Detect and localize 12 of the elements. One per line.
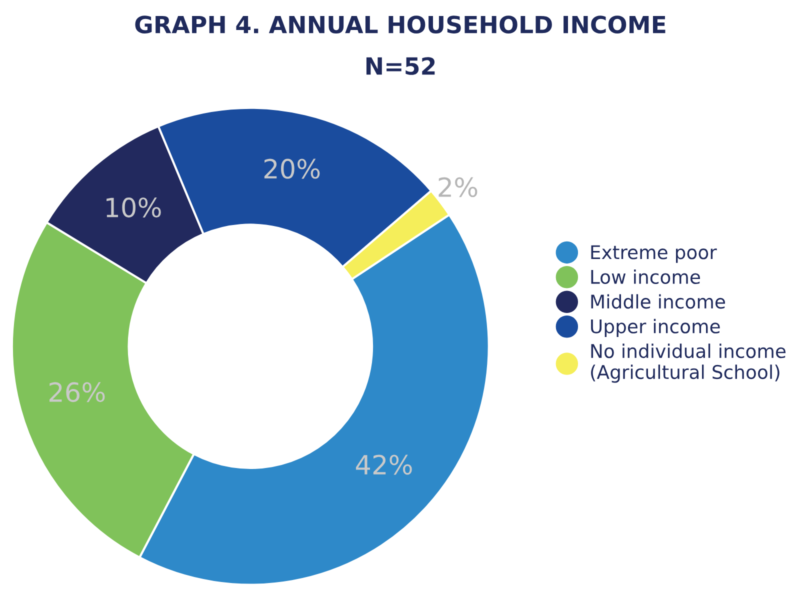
legend-label: Upper income — [591, 318, 720, 338]
data-label: 42% — [356, 454, 412, 475]
data-label: 10% — [106, 198, 161, 218]
data-label: 26% — [50, 382, 105, 402]
chart-subtitle: N=52 — [366, 57, 435, 75]
data-label: 2% — [438, 177, 478, 198]
legend-label: Extreme poor — [591, 245, 717, 263]
chart-title: GRAPH 4. ANNUAL HOUSEHOLD INCOME — [135, 16, 666, 34]
legend-label: Middle income — [591, 294, 725, 309]
legend-label: Low income — [591, 269, 700, 284]
legend-label: No individual income (Agricultural School) — [591, 344, 786, 383]
data-label: 20% — [264, 158, 320, 179]
